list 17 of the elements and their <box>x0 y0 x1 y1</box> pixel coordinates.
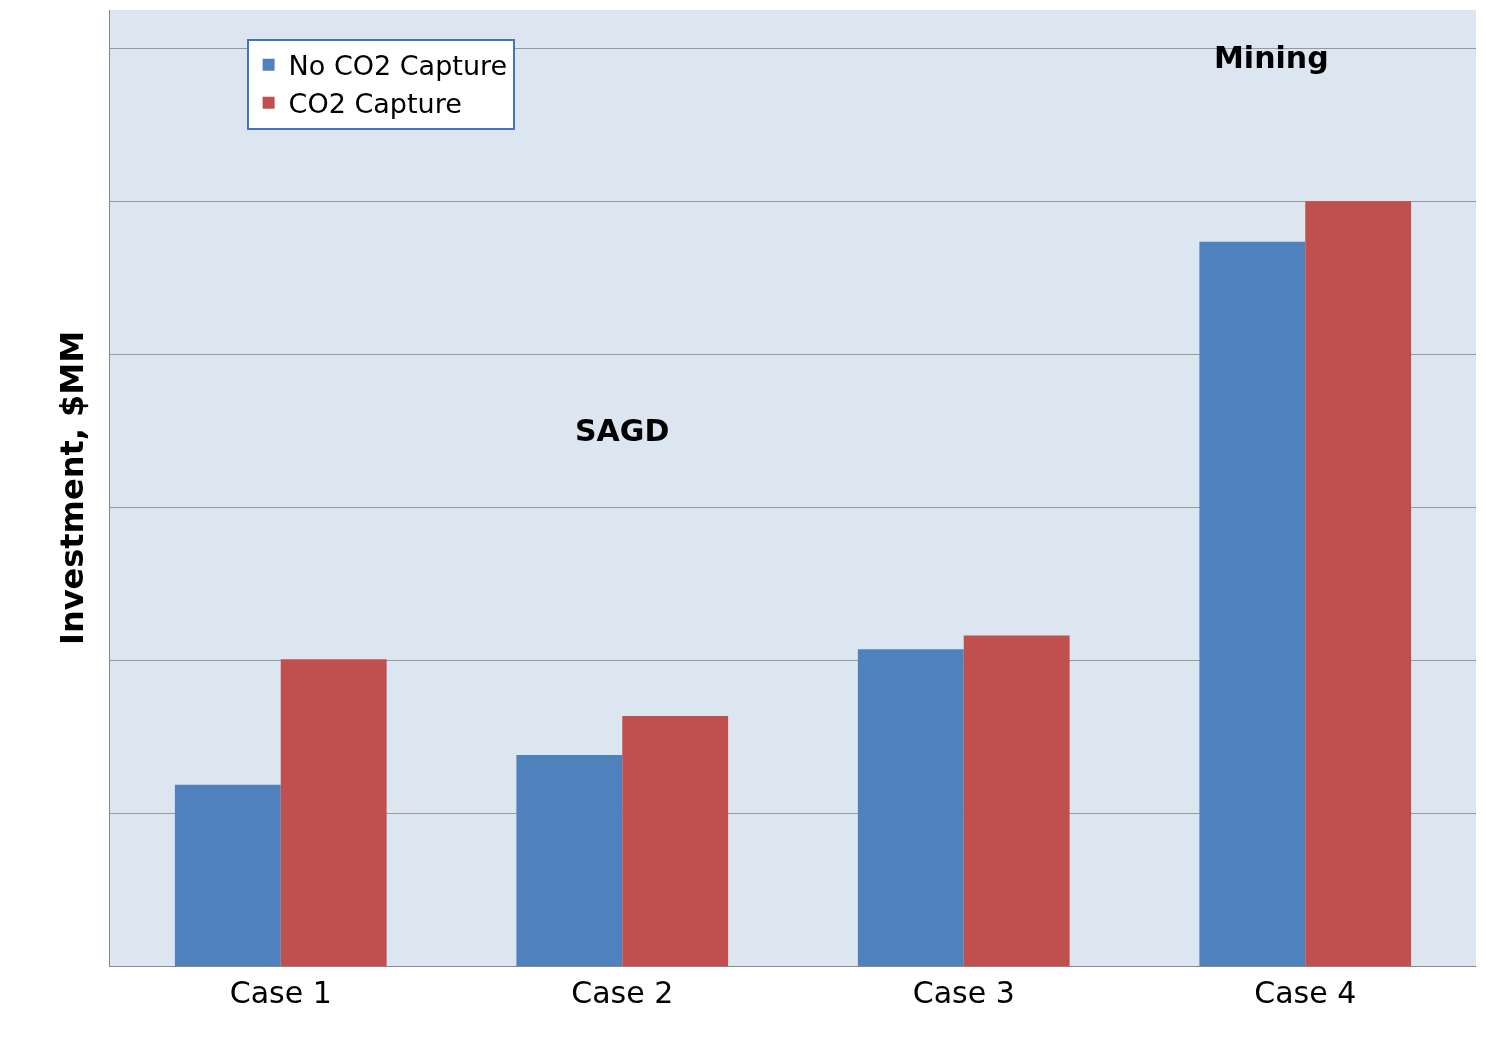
x-tick-label: Case 3 <box>912 975 1015 1010</box>
bar <box>280 659 387 966</box>
bar <box>963 635 1070 966</box>
bar <box>857 649 964 966</box>
annotation: SAGD <box>575 413 670 448</box>
bar <box>516 754 623 966</box>
y-axis-title: Investment, $MM <box>53 331 92 645</box>
text: Mining <box>1214 40 1329 75</box>
x-tick-label: Case 4 <box>1254 975 1357 1010</box>
bar <box>174 784 281 966</box>
x-tick-label: Case 2 <box>571 975 674 1010</box>
legend-label: CO2 Capture <box>288 88 462 120</box>
x-tick-label: Case 1 <box>229 975 332 1010</box>
bar <box>1305 201 1412 966</box>
legend-label: No CO2 Capture <box>288 50 508 82</box>
bar <box>622 715 729 966</box>
bar <box>1199 241 1306 966</box>
